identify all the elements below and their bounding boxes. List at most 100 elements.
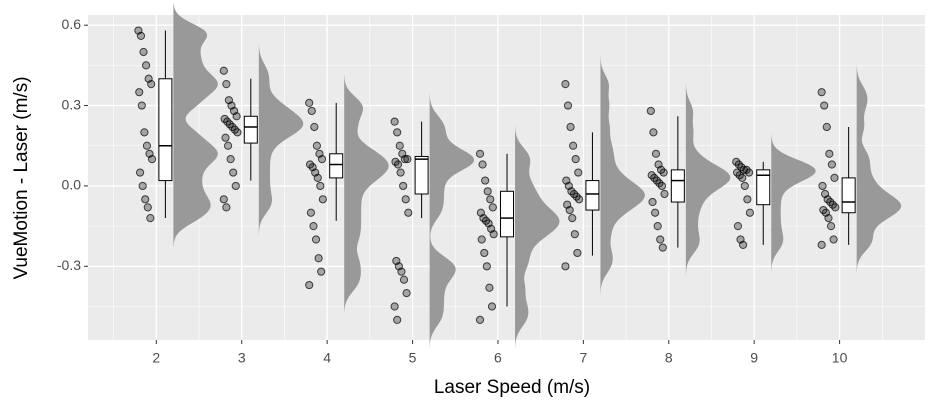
y-tick-label: 0.3 <box>62 96 82 112</box>
point <box>136 31 146 40</box>
y-tick-label: 0.0 <box>62 177 82 193</box>
y-tick-label: -0.3 <box>57 257 81 273</box>
point <box>743 195 752 204</box>
point <box>403 155 412 164</box>
point <box>563 101 573 110</box>
point <box>141 61 151 70</box>
point <box>659 168 668 177</box>
point <box>399 181 408 191</box>
point <box>307 106 316 116</box>
point <box>566 122 575 132</box>
point <box>313 173 322 183</box>
point <box>393 160 403 169</box>
point <box>397 267 406 276</box>
point <box>826 222 836 231</box>
point <box>561 80 570 89</box>
point <box>481 176 490 185</box>
point <box>137 101 146 110</box>
x-tick-label: 3 <box>238 350 246 366</box>
point <box>317 267 326 276</box>
point <box>475 149 485 158</box>
box <box>670 169 685 203</box>
point <box>314 254 323 263</box>
point <box>830 173 839 183</box>
box <box>585 180 600 211</box>
point <box>646 106 655 116</box>
density <box>344 74 389 314</box>
point <box>648 197 657 207</box>
point <box>400 155 409 164</box>
x-tick-label: 6 <box>494 350 502 366</box>
point <box>649 128 658 137</box>
point <box>574 168 583 177</box>
point <box>140 128 149 137</box>
point <box>305 98 314 107</box>
point <box>395 141 404 150</box>
point <box>573 248 582 258</box>
point <box>147 155 157 164</box>
density <box>258 42 304 236</box>
point <box>399 275 409 284</box>
point <box>651 149 661 158</box>
point <box>477 235 486 244</box>
point <box>223 141 233 150</box>
box <box>500 190 515 238</box>
point <box>306 208 316 217</box>
point <box>561 262 570 271</box>
point <box>312 141 321 150</box>
point <box>817 240 826 249</box>
point <box>568 213 577 223</box>
point <box>311 235 321 244</box>
point <box>489 230 498 239</box>
point <box>317 155 327 164</box>
density <box>515 125 560 349</box>
point <box>831 203 840 212</box>
box <box>158 78 173 182</box>
point <box>825 149 834 158</box>
point <box>221 133 230 142</box>
point <box>396 168 405 177</box>
point <box>478 160 487 169</box>
point <box>402 289 411 298</box>
point <box>219 66 228 75</box>
point <box>651 208 660 217</box>
point <box>820 101 829 110</box>
point <box>569 141 578 150</box>
point <box>486 195 495 204</box>
point <box>488 203 497 212</box>
point <box>146 213 155 223</box>
point <box>657 181 667 191</box>
point <box>222 80 231 89</box>
point <box>482 262 491 271</box>
point <box>138 181 147 191</box>
point <box>574 195 584 204</box>
box <box>243 115 258 144</box>
point <box>139 47 148 57</box>
density <box>600 55 645 295</box>
point <box>571 155 580 164</box>
y-tick-label: 0.6 <box>62 16 82 32</box>
point <box>219 195 228 204</box>
x-tick-label: 5 <box>409 350 417 366</box>
point <box>404 208 413 217</box>
point <box>390 302 399 311</box>
x-axis-label: Laser Speed (m/s) <box>434 377 590 398</box>
point <box>233 128 242 137</box>
point <box>745 208 755 217</box>
point <box>738 240 748 249</box>
point <box>305 280 314 290</box>
point <box>827 160 837 169</box>
point <box>817 88 826 97</box>
point <box>142 141 152 150</box>
point <box>658 243 667 252</box>
point <box>485 283 494 292</box>
x-tick-label: 4 <box>323 350 331 366</box>
x-tick-label: 7 <box>579 350 587 366</box>
density <box>685 82 731 276</box>
point <box>226 155 235 164</box>
point <box>818 181 827 191</box>
point <box>229 168 238 177</box>
point <box>393 315 402 325</box>
point <box>483 187 492 196</box>
point <box>570 230 579 239</box>
